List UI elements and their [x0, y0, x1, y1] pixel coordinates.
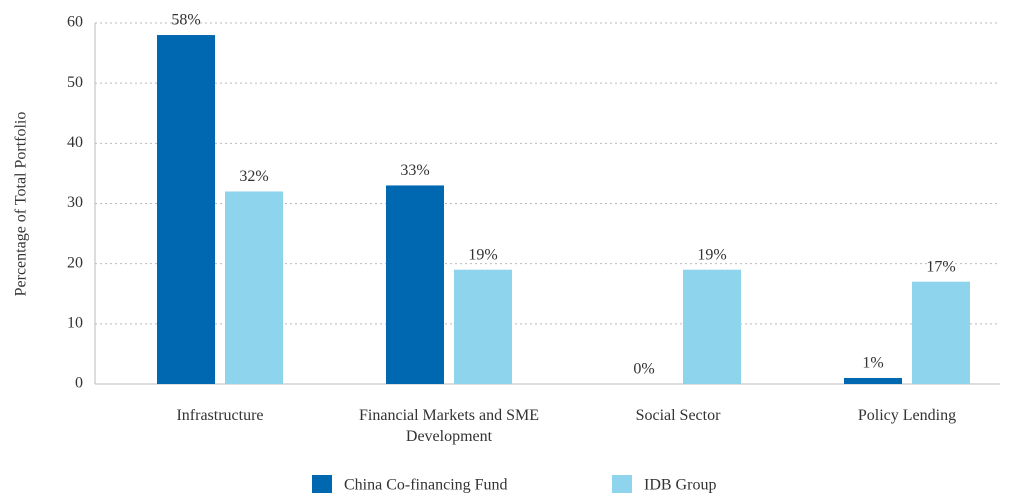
value-label: 58%	[171, 12, 200, 29]
value-label: 1%	[862, 355, 883, 372]
bar	[912, 281, 970, 384]
value-label: 0%	[633, 361, 654, 378]
bar	[157, 35, 215, 385]
value-label: 32%	[239, 168, 268, 185]
y-tick-label: 40	[67, 134, 83, 151]
bar	[454, 269, 512, 384]
y-tick-label: 10	[67, 315, 83, 332]
value-label: 19%	[468, 246, 497, 263]
x-tick-label: Policy Lending	[857, 407, 957, 424]
y-tick-label: 30	[67, 194, 83, 211]
value-label: 33%	[400, 162, 429, 179]
bar	[683, 269, 741, 384]
value-label: 17%	[926, 258, 955, 275]
x-tick-label: Social Sector	[635, 407, 721, 424]
x-tick-label: Infrastructure	[176, 407, 264, 424]
value-label: 19%	[697, 246, 726, 263]
y-tick-label: 60	[67, 14, 83, 31]
bar	[225, 191, 283, 384]
bar	[844, 377, 902, 384]
y-tick-label: 20	[67, 254, 83, 271]
y-axis-label: Percentage of Total Portfolio	[13, 112, 30, 297]
y-tick-label: 50	[67, 74, 83, 91]
legend-swatch	[312, 475, 332, 493]
legend-label: China Co-financing Fund	[344, 477, 508, 493]
y-tick-label: 0	[75, 375, 83, 392]
legend-label: IDB Group	[644, 477, 716, 493]
legend-swatch	[612, 475, 632, 493]
x-tick-label: Financial Markets and SME Development	[359, 407, 539, 445]
bar	[386, 185, 444, 384]
